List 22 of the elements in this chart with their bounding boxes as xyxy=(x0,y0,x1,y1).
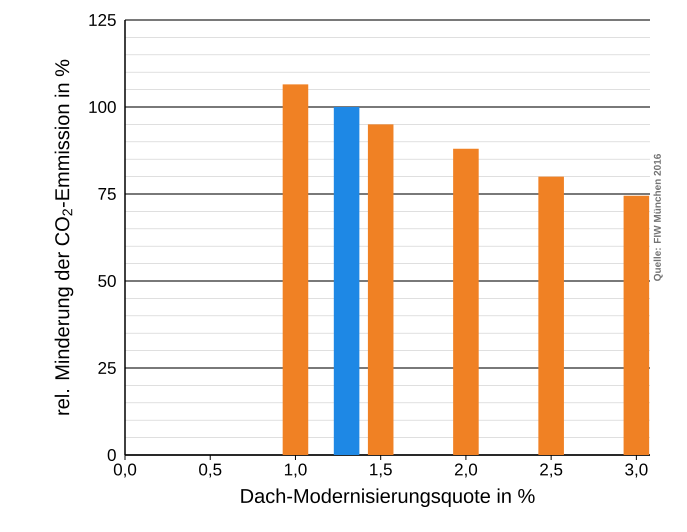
x-tick-label: 1,5 xyxy=(370,464,392,478)
y-tick-label: 50 xyxy=(98,274,116,288)
x-tick-label: 3,0 xyxy=(625,464,648,478)
bar xyxy=(453,148,479,455)
x-tick-label: 2,0 xyxy=(454,464,478,478)
x-tick-label: 2,5 xyxy=(540,464,562,478)
bar xyxy=(538,176,564,455)
y-tick-label: 125 xyxy=(89,14,116,26)
y-tick-label: 75 xyxy=(98,188,116,200)
y-tick-label: 100 xyxy=(89,100,116,114)
bar xyxy=(282,84,308,455)
x-tick-label: 1,0 xyxy=(284,464,307,478)
x-tick-label: 0,5 xyxy=(199,464,222,478)
x-tick-label: 0,0 xyxy=(114,464,136,478)
bar xyxy=(368,124,394,455)
y-axis-title: rel. Minderung der CO$_{2}$-Emmission in % xyxy=(54,60,74,415)
bar xyxy=(624,196,650,455)
bar xyxy=(334,106,360,455)
y-tick-label: 0 xyxy=(108,448,116,462)
x-axis-title: Dach-Modernisierungsquote in % xyxy=(241,488,535,508)
source-note: Quelle: FIW München 2016 xyxy=(654,154,663,281)
y-tick-label: 25 xyxy=(98,362,116,374)
